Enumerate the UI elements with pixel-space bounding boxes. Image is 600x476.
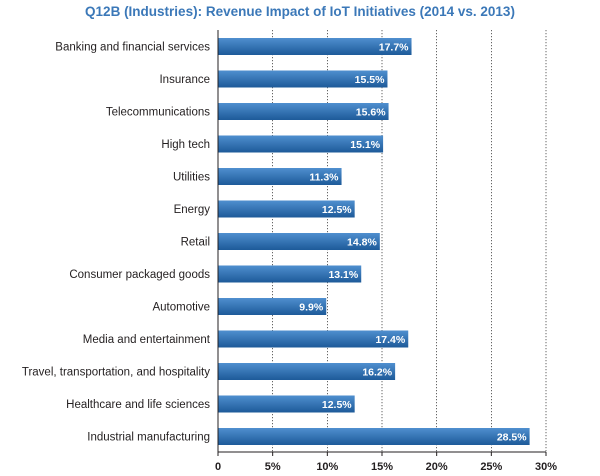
bar-value-label: 9.9% <box>299 302 324 314</box>
bar <box>218 103 389 120</box>
bar <box>218 168 342 185</box>
bar-value-label: 15.6% <box>356 107 386 119</box>
x-tick-label: 5% <box>265 461 281 473</box>
category-label: Energy <box>174 204 211 216</box>
x-tick-label: 15% <box>371 461 393 473</box>
category-label: Media and entertainment <box>83 334 211 346</box>
bar <box>218 38 412 55</box>
category-label: Utilities <box>173 172 210 184</box>
bar-value-label: 11.3% <box>309 172 339 184</box>
category-label: Automotive <box>152 302 210 314</box>
category-label: Telecommunications <box>106 107 210 119</box>
bar-value-label: 12.5% <box>322 204 352 216</box>
x-tick-label: 10% <box>316 461 338 473</box>
bar <box>218 428 530 445</box>
category-label: Healthcare and life sciences <box>66 399 210 411</box>
bar-value-label: 15.5% <box>355 74 385 86</box>
bar <box>218 363 396 380</box>
bar-value-label: 17.4% <box>375 334 405 346</box>
bar <box>218 70 388 88</box>
bar <box>218 265 362 283</box>
category-label: Banking and financial services <box>55 42 210 54</box>
bar <box>218 395 355 413</box>
bar-value-label: 17.7% <box>379 42 409 54</box>
bar-value-label: 16.2% <box>362 367 392 379</box>
category-label: Retail <box>181 237 210 249</box>
bar <box>218 233 380 250</box>
x-tick-label: 30% <box>535 461 557 473</box>
bar-value-label: 15.1% <box>350 139 380 151</box>
x-tick-label: 0 <box>215 461 221 473</box>
bar <box>218 135 384 153</box>
bar-value-label: 12.5% <box>322 399 352 411</box>
category-label: Insurance <box>159 74 210 86</box>
bar <box>218 200 355 218</box>
x-tick-label: 25% <box>480 461 502 473</box>
category-label: High tech <box>161 139 210 151</box>
bar-value-label: 13.1% <box>328 269 358 281</box>
category-label: Industrial manufacturing <box>87 432 210 444</box>
bar-value-label: 14.8% <box>347 237 377 249</box>
chart-title: Q12B (Industries): Revenue Impact of IoT… <box>85 4 515 19</box>
bar-value-label: 28.5% <box>497 432 527 444</box>
bar <box>218 330 409 348</box>
category-label: Travel, transportation, and hospitality <box>22 367 210 379</box>
bar <box>218 298 327 315</box>
category-label: Consumer packaged goods <box>69 269 210 281</box>
x-tick-label: 20% <box>426 461 448 473</box>
